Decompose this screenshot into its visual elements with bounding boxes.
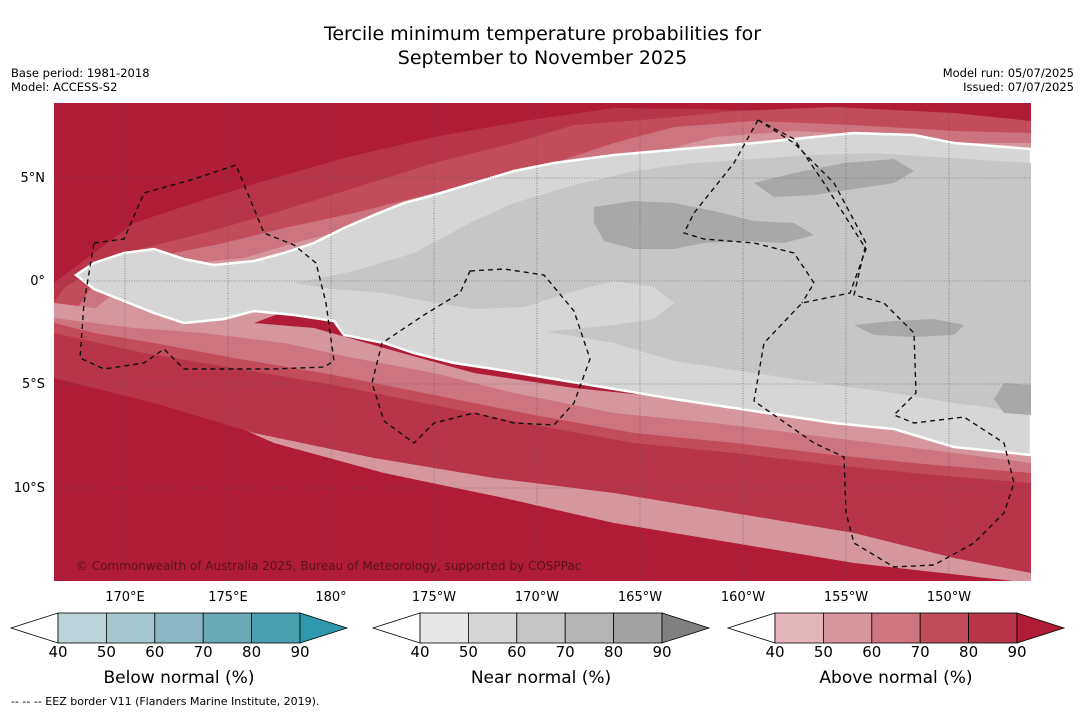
lat-label-10s: 10°S [13,481,45,496]
region-near-60-b [354,281,674,333]
eez-footnote: -- -- -- EEZ border V11 (Flanders Marine… [11,695,320,708]
lon-label-160w: 160°W [720,590,766,605]
lon-label-175w: 175°W [411,590,457,605]
colorbar-above-title: Above normal (%) [819,668,973,688]
colorbar-tick-label: 40 [48,643,68,661]
colorbar-tick-label: 80 [604,643,624,661]
lon-label-155w: 155°W [823,590,869,605]
colorbar-max-arrow [1016,612,1066,644]
title-line-1: Tercile minimum temperature probabilitie… [323,23,762,45]
colorbar-max-arrow [299,612,349,644]
title-line-2: September to November 2025 [397,47,688,69]
colorbar-tick-label: 70 [910,643,930,661]
probability-map: © Commonwealth of Australia 2025, Bureau… [54,103,1031,581]
colorbar-tick-label: 90 [290,643,310,661]
colorbar-min-arrow [372,612,421,644]
colorbar-segment [57,612,107,644]
issued-date: Issued: 07/07/2025 [963,80,1074,94]
lon-label-165w: 165°W [617,590,663,605]
colorbar-segment [968,612,1018,644]
colorbar-tick-label: 40 [410,643,430,661]
eez-border-tuvalu [79,164,335,370]
colorbar-tick-label: 60 [145,643,165,661]
colorbar-tick-label: 50 [96,643,116,661]
chart-title: Tercile minimum temperature probabilitie… [0,22,1085,70]
region-above-80-south [54,333,1031,573]
colorbar-segment [919,612,969,644]
colorbar-segment [154,612,204,644]
colorbar-tick-label: 50 [458,643,478,661]
lat-label-5s: 5°S [21,377,45,392]
lon-label-170e: 170°E [105,590,145,605]
colorbar-segment [774,612,824,644]
colorbar-min-arrow [10,612,59,644]
colorbar-segment [516,612,566,644]
eez-border-kiribati-inner [683,119,815,304]
region-near-70-a [594,201,814,249]
colorbar-below-title: Below normal (%) [103,668,255,688]
meta-left: Base period: 1981-2018 Model: ACCESS-S2 [11,66,150,94]
colorbar-tick-label: 80 [242,643,262,661]
lat-label-0: 0° [30,274,45,289]
colorbar-tick-label: 60 [507,643,527,661]
lon-label-180: 180° [315,590,347,605]
colorbar-max-arrow [661,612,711,644]
colorbar-segment [251,612,301,644]
colorbar-segment [202,612,252,644]
eez-borders [79,119,1015,568]
copyright-credit: © Commonwealth of Australia 2025, Bureau… [76,559,581,573]
colorbar-near [372,612,711,644]
colorbar-tick-label: 80 [959,643,979,661]
colorbar-segment [871,612,921,644]
colorbar-tick-label: 40 [765,643,785,661]
lon-label-150w: 150°W [926,590,972,605]
colorbar-near-title: Near normal (%) [470,668,612,688]
colorbar-tick-label: 90 [652,643,672,661]
colorbar-segment [106,612,156,644]
colorbar-tick-label: 70 [193,643,213,661]
colorbar-tick-label: 60 [862,643,882,661]
colorbar-segment [419,612,469,644]
graticule [54,103,1031,581]
colorbar-segment [823,612,873,644]
colorbar-min-arrow [727,612,776,644]
colorbar-above [727,612,1066,644]
colorbar-tick-label: 70 [555,643,575,661]
base-period: Base period: 1981-2018 [11,66,150,80]
lat-label-5n: 5°N [20,171,46,186]
model-run: Model run: 05/07/2025 [942,66,1074,80]
colorbar-tick-label: 90 [1007,643,1027,661]
model-name: Model: ACCESS-S2 [11,80,118,94]
colorbar-below [10,612,349,644]
meta-right: Model run: 05/07/2025 Issued: 07/07/2025 [943,66,1074,94]
colorbar-segment [468,612,518,644]
lon-label-175e: 175°E [208,590,248,605]
region-near-70-d [994,383,1031,415]
region-near-70-c [854,319,964,337]
eez-border-tokelau [371,268,591,444]
lon-label-170w: 170°W [514,590,560,605]
colorbar-tick-label: 50 [813,643,833,661]
colorbar-segment [613,612,663,644]
colorbar-segment [564,612,614,644]
